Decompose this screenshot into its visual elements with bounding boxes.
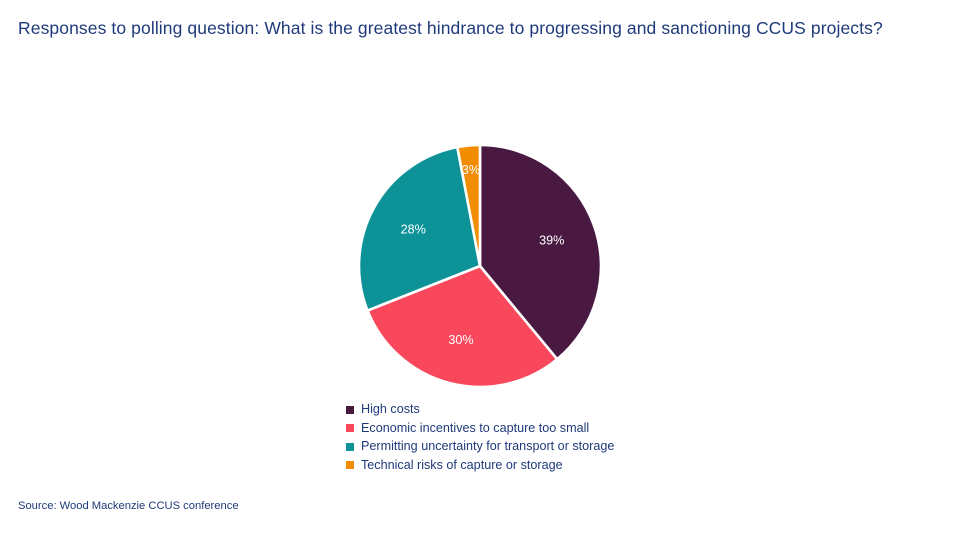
pie-slice-label: 3% — [462, 163, 480, 177]
source-note: Source: Wood Mackenzie CCUS conference — [18, 500, 239, 512]
pie-slice[interactable] — [456, 143, 482, 268]
legend-swatch-icon — [346, 461, 354, 469]
pie-label-group: 39% 30% 28% 3% — [401, 163, 565, 347]
legend-item[interactable]: Permitting uncertainty for transport or … — [346, 438, 614, 455]
legend-item-label: Technical risks of capture or storage — [361, 457, 563, 472]
pie-slice[interactable] — [357, 145, 482, 312]
pie-slice-label: 30% — [448, 333, 473, 347]
pie-chart-svg: 39% 30% 28% 3% — [357, 143, 603, 389]
legend-item[interactable]: High costs — [346, 401, 614, 418]
legend-item-label: Permitting uncertainty for transport or … — [361, 439, 615, 454]
pie-slice-label: 28% — [401, 223, 426, 237]
legend-item-label: Economic incentives to capture too small — [361, 420, 590, 435]
legend-swatch-icon — [346, 405, 354, 414]
pie-slice[interactable] — [478, 143, 603, 361]
legend-swatch-icon — [346, 442, 354, 451]
legend-item[interactable]: Technical risks of capture or storage — [346, 457, 614, 474]
legend-swatch-icon — [346, 424, 354, 432]
page-title: Responses to polling question: What is t… — [18, 18, 883, 38]
legend-item-label: High costs — [361, 402, 420, 417]
pie-slice-group — [357, 143, 603, 389]
chart-legend: High costs Economic incentives to capture… — [346, 401, 614, 475]
pie-slice[interactable] — [366, 264, 559, 389]
pie-slice-label: 39% — [539, 234, 564, 248]
legend-item[interactable]: Economic incentives to capture too small — [346, 420, 614, 437]
